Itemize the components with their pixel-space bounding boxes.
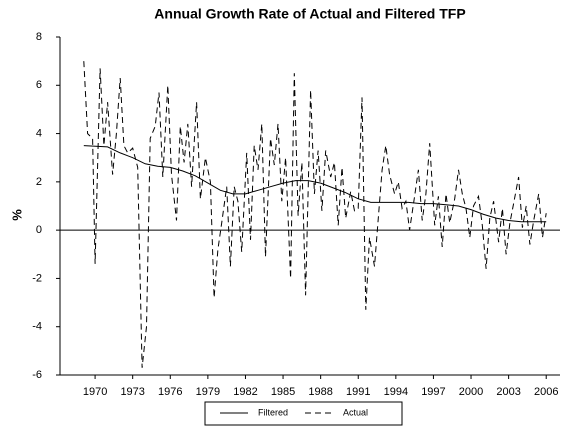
x-tick-label: 2003 xyxy=(496,386,520,398)
x-tick-label: 1970 xyxy=(83,386,107,398)
series-line xyxy=(83,61,547,368)
legend xyxy=(204,401,403,426)
x-tick-label: 1976 xyxy=(158,386,182,398)
y-tick-label: 4 xyxy=(36,127,42,139)
x-tick-label: 1973 xyxy=(120,386,144,398)
y-tick-label: 2 xyxy=(36,176,42,188)
y-tick-label: 6 xyxy=(36,79,42,91)
x-tick-label: 1988 xyxy=(308,386,332,398)
x-tick-label: 1982 xyxy=(233,386,257,398)
x-tick-label: 1985 xyxy=(271,386,295,398)
legend-label: Actual xyxy=(343,407,368,417)
chart-title: Annual Growth Rate of Actual and Filtere… xyxy=(154,6,465,22)
y-tick-label: 0 xyxy=(36,224,42,236)
x-tick-label: 1997 xyxy=(421,386,445,398)
y-tick-label: -2 xyxy=(32,272,42,284)
x-tick-label: 2000 xyxy=(459,386,483,398)
series-line xyxy=(83,145,547,223)
x-tick-label: 1991 xyxy=(346,386,370,398)
x-tick-label: 1994 xyxy=(384,386,408,398)
y-axis-label: % xyxy=(9,209,24,221)
y-tick-label: -6 xyxy=(32,369,42,381)
legend-label: Filtered xyxy=(258,407,288,417)
x-tick-label: 1979 xyxy=(196,386,220,398)
y-tick-label: 8 xyxy=(36,31,42,43)
x-tick-label: 2006 xyxy=(534,386,558,398)
y-tick-label: -4 xyxy=(32,321,42,333)
